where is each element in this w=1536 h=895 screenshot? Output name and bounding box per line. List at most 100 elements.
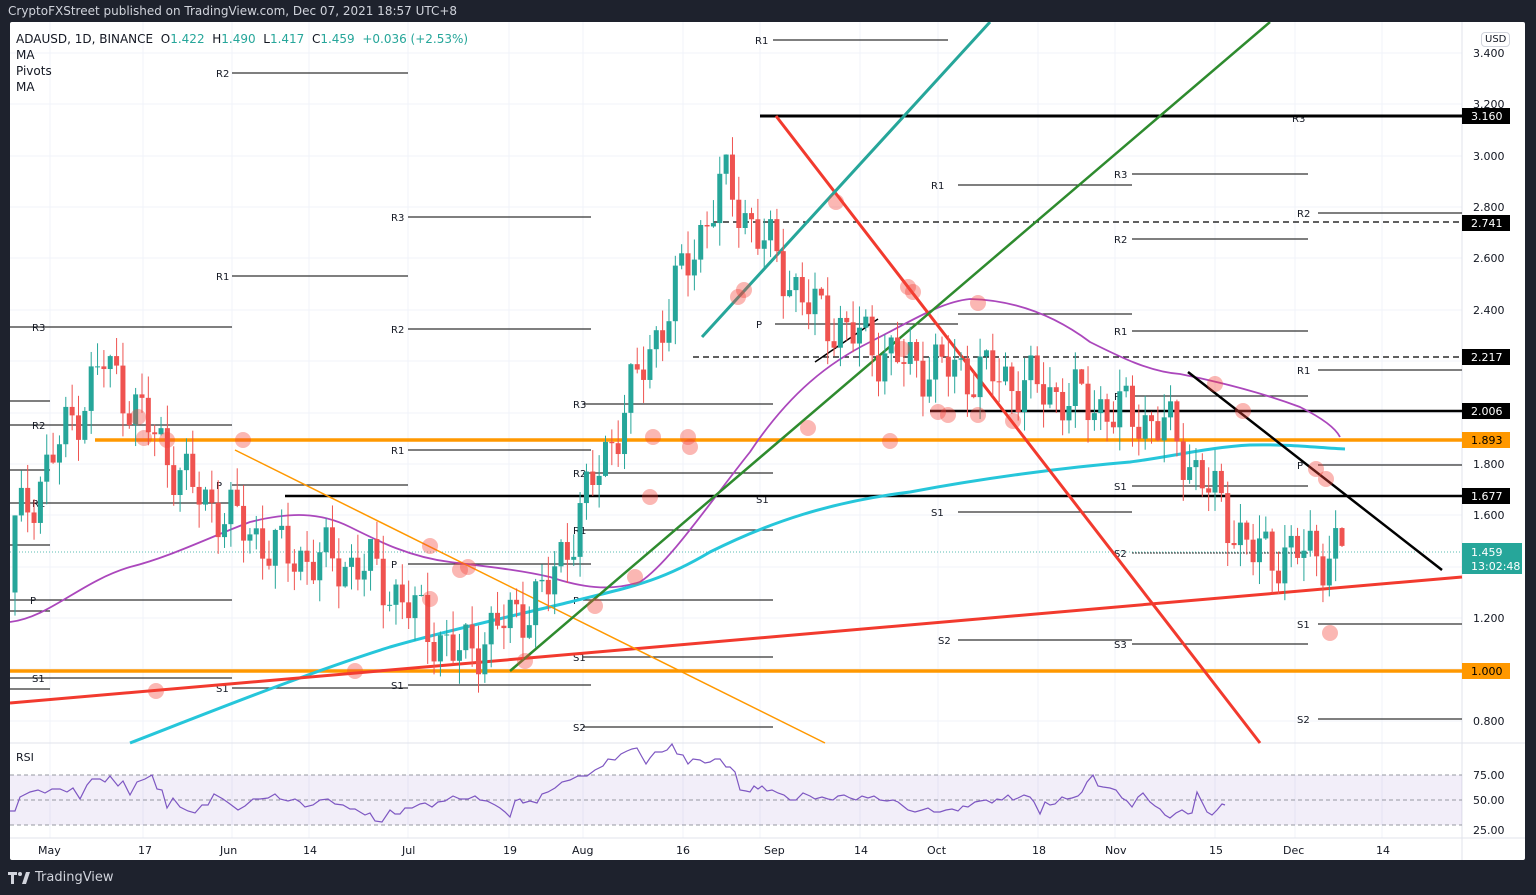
svg-text:S2: S2	[1297, 715, 1310, 726]
svg-text:R2: R2	[32, 421, 45, 432]
svg-text:R3: R3	[1292, 114, 1305, 125]
candles	[12, 137, 1345, 693]
rsi-line	[10, 742, 1226, 823]
svg-text:S2: S2	[1114, 549, 1127, 560]
svg-text:R2: R2	[216, 69, 229, 80]
svg-text:Jun: Jun	[219, 844, 237, 857]
brand-name: TradingView	[35, 870, 114, 885]
svg-text:3.400: 3.400	[1473, 47, 1505, 60]
svg-text:1.893: 1.893	[1471, 434, 1503, 447]
svg-text:R3: R3	[1114, 170, 1127, 181]
price-tags: 3.160 2.741 2.217 2.006 1.893 1.677 1.00…	[1462, 108, 1522, 679]
svg-text:R3: R3	[573, 400, 586, 411]
svg-text:17: 17	[138, 844, 152, 857]
svg-text:P: P	[30, 596, 36, 607]
svg-text:S1: S1	[32, 674, 45, 685]
svg-text:S1: S1	[931, 508, 944, 519]
svg-text:1.200: 1.200	[1473, 612, 1505, 625]
svg-text:2.006: 2.006	[1471, 405, 1503, 418]
time-axis[interactable]: May 17 Jun 14 Jul 19 Aug 16 Sep 14 Oct 1…	[38, 844, 1390, 857]
svg-text:2.217: 2.217	[1471, 351, 1503, 364]
svg-text:R3: R3	[32, 323, 45, 334]
svg-text:R1: R1	[216, 272, 229, 283]
footer: TradingView	[0, 860, 1536, 895]
svg-text:Aug: Aug	[572, 844, 593, 857]
svg-text:2.741: 2.741	[1471, 217, 1503, 230]
svg-text:S1: S1	[1297, 620, 1310, 631]
svg-text:S1: S1	[1114, 482, 1127, 493]
svg-text:S1: S1	[391, 681, 404, 692]
svg-text:R2: R2	[573, 469, 586, 480]
svg-text:1.677: 1.677	[1471, 490, 1503, 503]
svg-text:14: 14	[854, 844, 868, 857]
svg-text:S2: S2	[938, 636, 951, 647]
rsi-label: RSI	[16, 751, 34, 764]
svg-text:1.000: 1.000	[1471, 665, 1503, 678]
svg-text:Sep: Sep	[764, 844, 785, 857]
svg-text:P: P	[1114, 392, 1120, 403]
svg-text:25.00: 25.00	[1473, 824, 1505, 837]
svg-text:75.00: 75.00	[1473, 769, 1505, 782]
svg-text:R2: R2	[1297, 209, 1310, 220]
publish-header: CryptoFXStreet published on TradingView.…	[0, 0, 1536, 22]
trend-lines	[10, 22, 1463, 744]
svg-text:15: 15	[1209, 844, 1223, 857]
ma-long-line	[129, 443, 1346, 745]
svg-text:1.600: 1.600	[1473, 509, 1505, 522]
svg-text:P: P	[756, 320, 762, 331]
pivot-levels	[10, 39, 1462, 728]
last-price-tag	[1462, 543, 1522, 574]
price-axis[interactable]: 3.400 3.200 3.000 2.800 2.600 2.400 1.80…	[1473, 47, 1505, 837]
svg-text:13:02:48: 13:02:48	[1471, 560, 1520, 573]
grid	[10, 22, 1462, 838]
indicator-ma-2[interactable]: MA	[16, 80, 35, 94]
svg-text:R1: R1	[931, 181, 944, 192]
svg-text:1.800: 1.800	[1473, 458, 1505, 471]
svg-text:18: 18	[1032, 844, 1046, 857]
svg-text:16: 16	[676, 844, 690, 857]
svg-text:1.459: 1.459	[1471, 546, 1503, 559]
svg-text:P: P	[391, 560, 397, 571]
chart-legend: ADAUSD, 1D, BINANCE O1.422 H1.490 L1.417…	[16, 31, 468, 95]
svg-text:S3: S3	[1114, 640, 1127, 651]
svg-text:19: 19	[503, 844, 517, 857]
publish-info: CryptoFXStreet published on TradingView.…	[8, 4, 458, 18]
svg-text:2.800: 2.800	[1473, 201, 1505, 214]
svg-text:Jul: Jul	[401, 844, 415, 857]
svg-text:R1: R1	[391, 446, 404, 457]
indicator-ma-1[interactable]: MA	[16, 48, 35, 62]
svg-text:S1: S1	[216, 684, 229, 695]
symbol-title[interactable]: ADAUSD, 1D, BINANCE	[16, 32, 154, 46]
svg-text:R1: R1	[1297, 366, 1310, 377]
svg-text:2.400: 2.400	[1473, 304, 1505, 317]
svg-text:R1: R1	[1114, 327, 1127, 338]
touch-markers	[130, 194, 1338, 699]
svg-text:3.200: 3.200	[1473, 98, 1505, 111]
tradingview-logo-icon	[8, 871, 30, 884]
svg-text:0.800: 0.800	[1473, 715, 1505, 728]
svg-text:P: P	[216, 481, 222, 492]
svg-text:Oct: Oct	[927, 844, 947, 857]
svg-text:R2: R2	[391, 325, 404, 336]
svg-text:R1: R1	[755, 36, 768, 47]
tradingview-logo[interactable]: TradingView	[8, 870, 114, 885]
svg-text:Nov: Nov	[1105, 844, 1127, 857]
svg-text:R3: R3	[391, 213, 404, 224]
svg-text:S1: S1	[756, 495, 769, 506]
key-levels	[10, 114, 1462, 673]
svg-text:Dec: Dec	[1283, 844, 1304, 857]
ma-short-line	[10, 298, 1341, 623]
svg-text:3.000: 3.000	[1473, 150, 1505, 163]
svg-text:R2: R2	[1114, 235, 1127, 246]
currency-badge[interactable]: USD	[1481, 32, 1511, 47]
svg-text:S1: S1	[573, 653, 586, 664]
indicator-pivots[interactable]: Pivots	[16, 64, 52, 78]
svg-text:14: 14	[303, 844, 317, 857]
svg-text:2.600: 2.600	[1473, 252, 1505, 265]
svg-text:3.160: 3.160	[1471, 110, 1503, 123]
svg-text:P: P	[1297, 461, 1303, 472]
svg-text:50.00: 50.00	[1473, 794, 1505, 807]
